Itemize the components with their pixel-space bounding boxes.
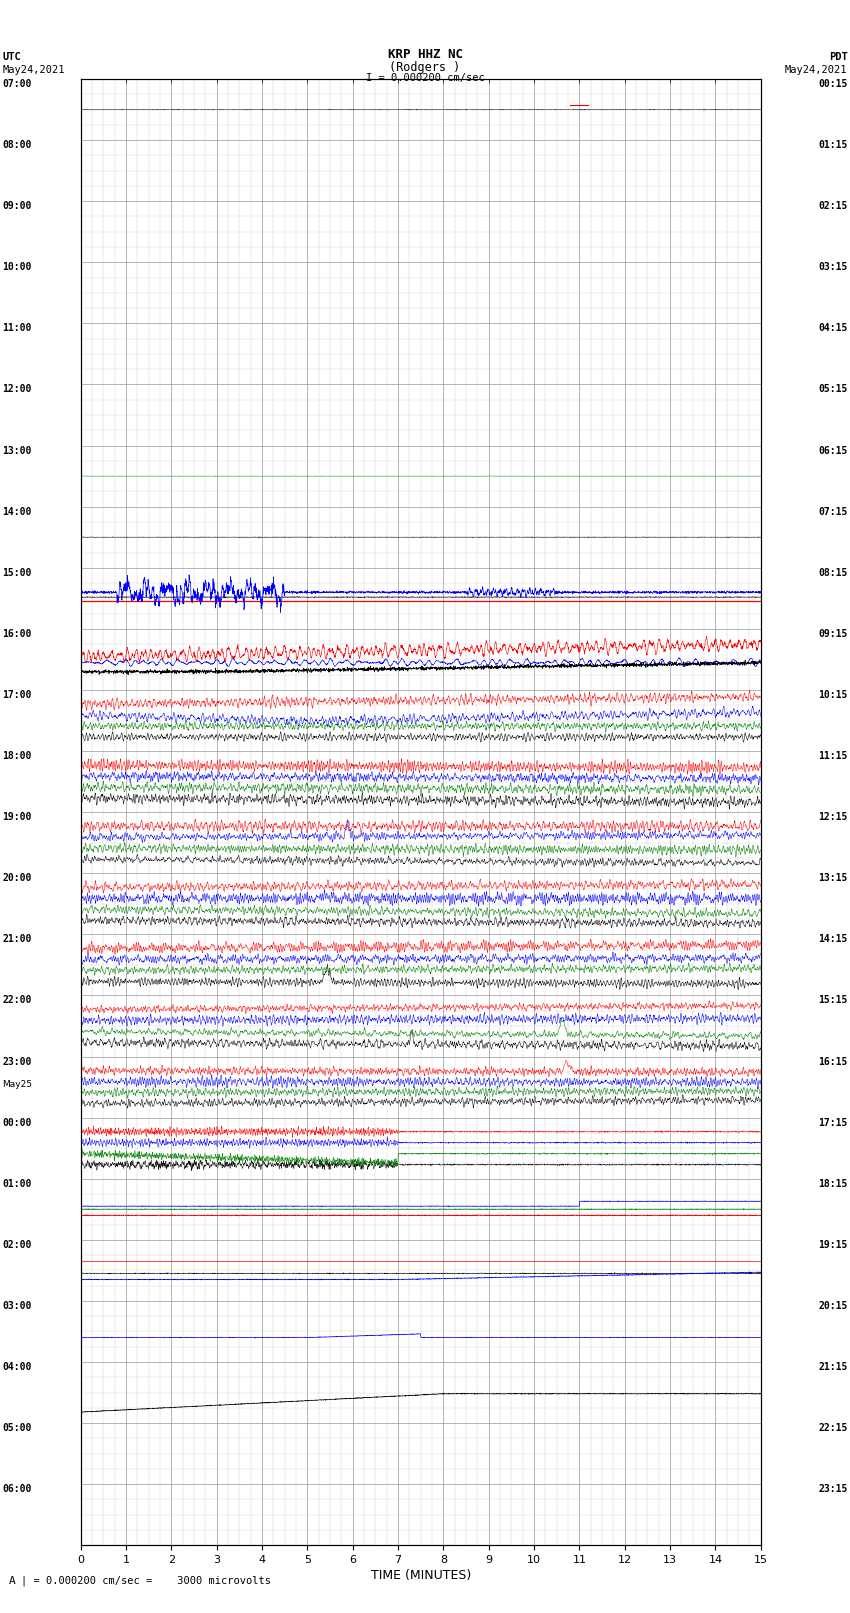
Text: 07:00: 07:00 <box>3 79 32 89</box>
Text: 13:00: 13:00 <box>3 445 32 455</box>
Text: 05:15: 05:15 <box>818 384 847 395</box>
Text: 14:15: 14:15 <box>818 934 847 944</box>
Text: 19:15: 19:15 <box>818 1240 847 1250</box>
Text: 01:15: 01:15 <box>818 140 847 150</box>
Text: 22:15: 22:15 <box>818 1423 847 1432</box>
Text: 16:00: 16:00 <box>3 629 32 639</box>
Text: UTC: UTC <box>3 52 21 61</box>
Text: 06:00: 06:00 <box>3 1484 32 1494</box>
Text: 23:15: 23:15 <box>818 1484 847 1494</box>
Text: 11:00: 11:00 <box>3 324 32 334</box>
Text: May25: May25 <box>3 1079 32 1089</box>
X-axis label: TIME (MINUTES): TIME (MINUTES) <box>371 1569 471 1582</box>
Text: 18:00: 18:00 <box>3 752 32 761</box>
Text: 10:00: 10:00 <box>3 263 32 273</box>
Text: 08:15: 08:15 <box>818 568 847 577</box>
Text: 12:15: 12:15 <box>818 813 847 823</box>
Text: 12:00: 12:00 <box>3 384 32 395</box>
Text: 09:00: 09:00 <box>3 202 32 211</box>
Text: 07:15: 07:15 <box>818 506 847 516</box>
Text: 09:15: 09:15 <box>818 629 847 639</box>
Text: 08:00: 08:00 <box>3 140 32 150</box>
Text: May24,2021: May24,2021 <box>785 65 847 74</box>
Text: | = 0.000200 cm/sec =    3000 microvolts: | = 0.000200 cm/sec = 3000 microvolts <box>21 1576 271 1586</box>
Text: 16:15: 16:15 <box>818 1057 847 1066</box>
Text: 02:15: 02:15 <box>818 202 847 211</box>
Text: 14:00: 14:00 <box>3 506 32 516</box>
Text: 20:00: 20:00 <box>3 873 32 884</box>
Text: 15:00: 15:00 <box>3 568 32 577</box>
Text: 05:00: 05:00 <box>3 1423 32 1432</box>
Text: 04:00: 04:00 <box>3 1361 32 1373</box>
Text: 03:00: 03:00 <box>3 1300 32 1311</box>
Text: 21:15: 21:15 <box>818 1361 847 1373</box>
Text: May24,2021: May24,2021 <box>3 65 65 74</box>
Text: 15:15: 15:15 <box>818 995 847 1005</box>
Text: 00:00: 00:00 <box>3 1118 32 1127</box>
Text: KRP HHZ NC: KRP HHZ NC <box>388 48 462 61</box>
Text: 21:00: 21:00 <box>3 934 32 944</box>
Text: 10:15: 10:15 <box>818 690 847 700</box>
Text: 19:00: 19:00 <box>3 813 32 823</box>
Text: (Rodgers ): (Rodgers ) <box>389 61 461 74</box>
Text: 23:00: 23:00 <box>3 1057 32 1066</box>
Text: 04:15: 04:15 <box>818 324 847 334</box>
Text: 06:15: 06:15 <box>818 445 847 455</box>
Text: 11:15: 11:15 <box>818 752 847 761</box>
Text: 00:15: 00:15 <box>818 79 847 89</box>
Text: 22:00: 22:00 <box>3 995 32 1005</box>
Text: 03:15: 03:15 <box>818 263 847 273</box>
Text: 18:15: 18:15 <box>818 1179 847 1189</box>
Text: 17:15: 17:15 <box>818 1118 847 1127</box>
Text: I = 0.000200 cm/sec: I = 0.000200 cm/sec <box>366 73 484 82</box>
Text: 13:15: 13:15 <box>818 873 847 884</box>
Text: PDT: PDT <box>829 52 847 61</box>
Text: 01:00: 01:00 <box>3 1179 32 1189</box>
Text: A: A <box>8 1576 15 1586</box>
Text: 02:00: 02:00 <box>3 1240 32 1250</box>
Text: 17:00: 17:00 <box>3 690 32 700</box>
Text: 20:15: 20:15 <box>818 1300 847 1311</box>
